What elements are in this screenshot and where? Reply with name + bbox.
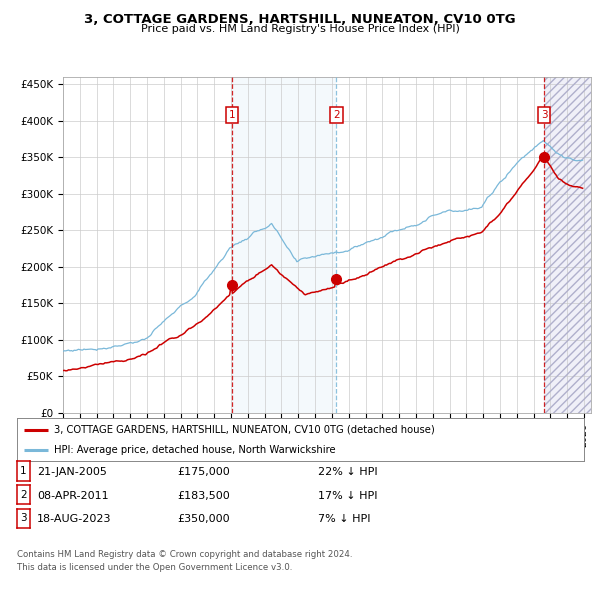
Text: £183,500: £183,500	[177, 491, 230, 501]
Text: Price paid vs. HM Land Registry's House Price Index (HPI): Price paid vs. HM Land Registry's House …	[140, 24, 460, 34]
Text: £350,000: £350,000	[177, 514, 230, 525]
Text: 1: 1	[229, 110, 235, 120]
Bar	[544, 70, 591, 413]
Text: HPI: Average price, detached house, North Warwickshire: HPI: Average price, detached house, Nort…	[53, 445, 335, 455]
Text: 18-AUG-2023: 18-AUG-2023	[37, 514, 112, 525]
Text: 2: 2	[333, 110, 340, 120]
Text: 21-JAN-2005: 21-JAN-2005	[37, 467, 107, 477]
Text: £175,000: £175,000	[177, 467, 230, 477]
Text: 3, COTTAGE GARDENS, HARTSHILL, NUNEATON, CV10 0TG (detached house): 3, COTTAGE GARDENS, HARTSHILL, NUNEATON,…	[53, 425, 434, 434]
Text: 17% ↓ HPI: 17% ↓ HPI	[318, 491, 377, 501]
Text: 3: 3	[20, 513, 27, 523]
Bar	[544, 77, 591, 413]
Text: 3, COTTAGE GARDENS, HARTSHILL, NUNEATON, CV10 0TG: 3, COTTAGE GARDENS, HARTSHILL, NUNEATON,…	[84, 13, 516, 26]
Text: 22% ↓ HPI: 22% ↓ HPI	[318, 467, 377, 477]
Bar	[232, 77, 337, 413]
Text: 2: 2	[20, 490, 27, 500]
Text: Contains HM Land Registry data © Crown copyright and database right 2024.: Contains HM Land Registry data © Crown c…	[17, 550, 352, 559]
Text: 3: 3	[541, 110, 547, 120]
Text: This data is licensed under the Open Government Licence v3.0.: This data is licensed under the Open Gov…	[17, 563, 292, 572]
Text: 7% ↓ HPI: 7% ↓ HPI	[318, 514, 371, 525]
Text: 1: 1	[20, 466, 27, 476]
Text: 08-APR-2011: 08-APR-2011	[37, 491, 109, 501]
